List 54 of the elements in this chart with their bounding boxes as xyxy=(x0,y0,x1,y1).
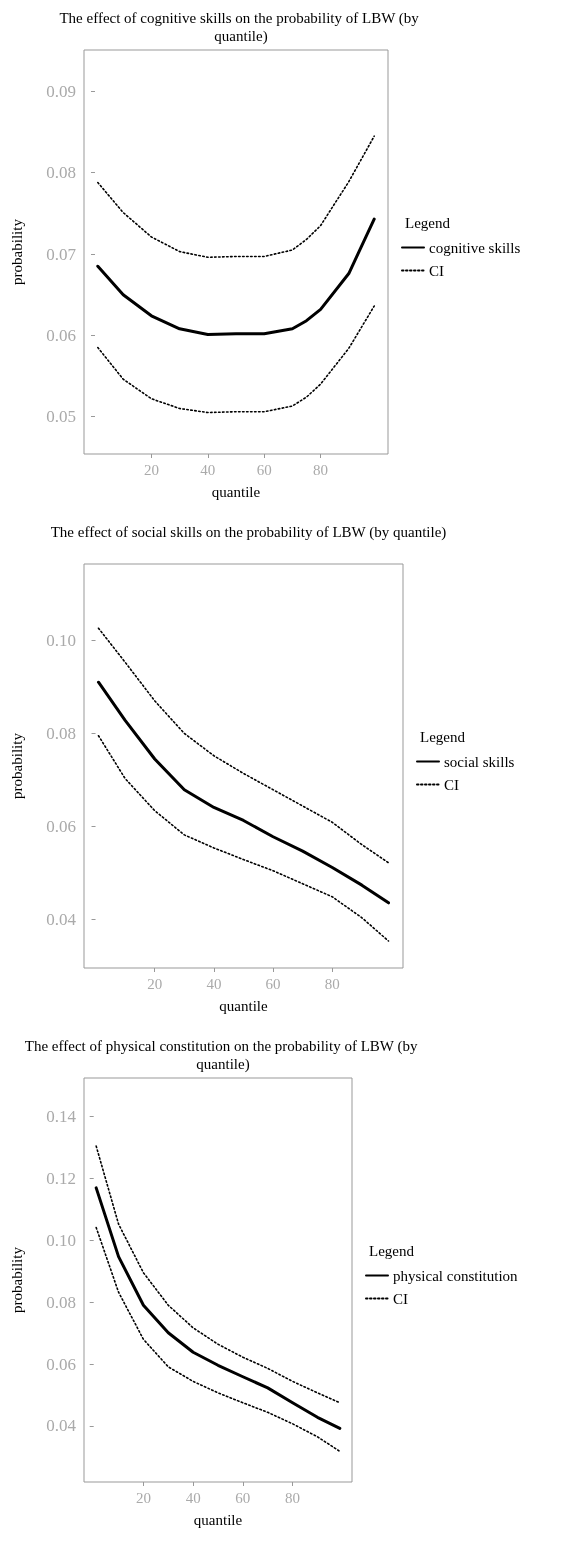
line-series xyxy=(95,1226,341,1453)
line-series xyxy=(97,734,390,942)
line-series xyxy=(97,135,375,259)
y-axis-title: probability xyxy=(8,1246,25,1313)
x-axis-title: quantile xyxy=(219,997,268,1014)
legend-label: physical constitution xyxy=(393,1267,519,1284)
x-tick-label: 40 xyxy=(200,461,216,478)
legend-label: CI xyxy=(429,262,444,279)
x-tick-label: 20 xyxy=(143,461,159,478)
x-tick-label: 20 xyxy=(147,975,163,992)
x-tick-label: 60 xyxy=(256,461,272,478)
y-tick-label: 0.14 xyxy=(46,1106,77,1126)
line-series xyxy=(97,680,390,905)
y-tick-label: 0.10 xyxy=(46,1230,76,1250)
legend-title: Legend xyxy=(405,214,451,231)
y-axis-title: probability xyxy=(8,218,25,285)
legend-label: social skills xyxy=(444,753,515,770)
y-tick-label: 0.06 xyxy=(46,817,76,837)
y-tick-label: 0.08 xyxy=(46,163,76,183)
legend-title: Legend xyxy=(420,728,466,745)
line-series xyxy=(97,305,375,414)
y-tick-label: 0.09 xyxy=(46,81,76,101)
legend-label: CI xyxy=(393,1290,408,1307)
x-tick-label: 80 xyxy=(313,461,329,478)
y-tick-label: 0.04 xyxy=(46,1416,77,1436)
line-series xyxy=(95,1145,341,1404)
legend-label: CI xyxy=(444,776,459,793)
y-tick-label: 0.04 xyxy=(46,910,77,930)
y-tick-label: 0.08 xyxy=(46,1292,76,1312)
y-tick-label: 0.06 xyxy=(46,1354,76,1374)
x-tick-label: 60 xyxy=(235,1489,251,1506)
line-series xyxy=(94,1186,342,1430)
legend-title: Legend xyxy=(369,1242,415,1259)
line-series xyxy=(97,627,390,864)
x-tick-label: 80 xyxy=(285,1489,301,1506)
x-axis-title: quantile xyxy=(193,1511,243,1528)
line-series xyxy=(96,217,376,337)
chart-title: The effect of cognitive skills on the probability of LBW (by quantile) xyxy=(59,10,423,45)
y-tick-label: 0.08 xyxy=(46,723,76,743)
chart-title: The effect of physical constitution on the probability of LBW (by quantile) xyxy=(24,1038,422,1073)
y-tick-label: 0.07 xyxy=(46,244,77,264)
x-tick-label: 40 xyxy=(206,975,222,992)
y-tick-label: 0.05 xyxy=(46,407,76,427)
y-tick-label: 0.06 xyxy=(46,325,76,345)
x-tick-label: 60 xyxy=(265,975,281,992)
x-axis-title: quantile xyxy=(211,483,261,500)
x-tick-label: 20 xyxy=(135,1489,151,1506)
legend-label: cognitive skills xyxy=(429,239,521,256)
y-tick-label: 0.12 xyxy=(46,1168,76,1188)
chart-title: The effect of social skills on the probability of LBW (by quantile) xyxy=(50,524,447,541)
x-tick-label: 80 xyxy=(324,975,340,992)
y-axis-title: probability xyxy=(8,732,25,799)
y-tick-label: 0.10 xyxy=(46,630,76,650)
x-tick-label: 40 xyxy=(185,1489,201,1506)
